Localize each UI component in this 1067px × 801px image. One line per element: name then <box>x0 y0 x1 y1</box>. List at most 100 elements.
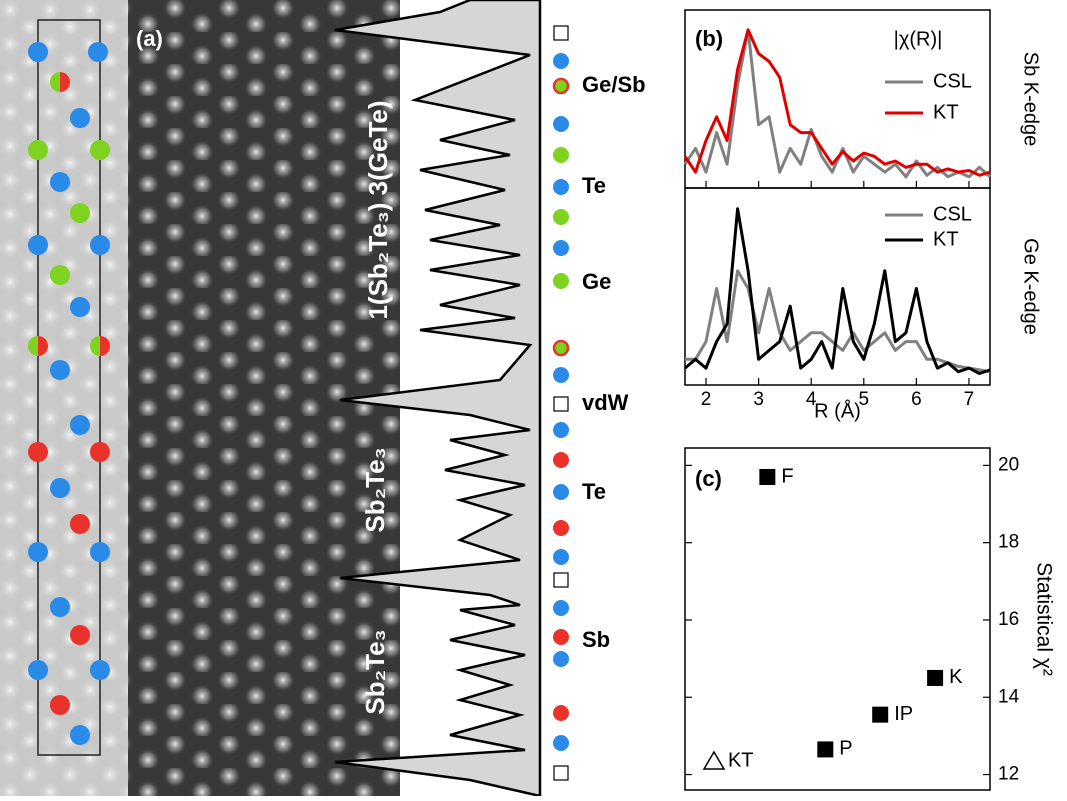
site-label: Te <box>582 173 606 198</box>
side-label: Sb K-edge <box>1020 52 1042 147</box>
mixed-atom <box>552 77 570 95</box>
mixed-atom <box>28 336 38 356</box>
atom <box>553 600 569 616</box>
y-tick-label: 14 <box>998 686 1020 707</box>
atom <box>88 42 108 62</box>
atom <box>553 520 569 536</box>
atom <box>553 116 569 132</box>
panel-a: (a) 1(Sb₂Te₃) 3(GeTe) Sb₂Te₃ Sb₂Te₃ Ge/S… <box>0 0 646 798</box>
atom <box>553 735 569 751</box>
atom <box>50 172 70 192</box>
atom <box>70 415 90 435</box>
point-label: K <box>949 666 963 688</box>
y-tick-label: 20 <box>998 454 1019 475</box>
vacancy-marker <box>553 25 569 41</box>
point-label: KT <box>728 749 754 771</box>
point-label: P <box>839 738 852 760</box>
plot-frame <box>684 447 991 791</box>
atom <box>90 235 110 255</box>
atom <box>28 660 48 680</box>
atom <box>553 705 569 721</box>
y-tick-label: 16 <box>998 609 1019 630</box>
site-label: Ge <box>582 269 611 294</box>
point-label: IP <box>894 703 913 725</box>
mixed-atom <box>50 72 60 92</box>
x-tick-label: 5 <box>859 389 870 410</box>
data-line <box>683 28 992 179</box>
overlay-image <box>0 0 128 796</box>
x-tick-label: 6 <box>911 389 922 410</box>
point <box>817 741 834 758</box>
side-label: Ge K-edge <box>1020 238 1042 335</box>
mixed-atom <box>100 336 110 356</box>
point <box>702 750 726 770</box>
layer-label: Sb₂Te₃ <box>360 447 390 532</box>
panel-label: (b) <box>695 26 723 51</box>
atom <box>90 542 110 562</box>
panel-label: (a) <box>136 26 163 51</box>
point <box>759 468 776 485</box>
atom <box>50 360 70 380</box>
point <box>872 706 889 723</box>
mixed-atom <box>90 336 100 356</box>
atom <box>553 484 569 500</box>
plot-frame <box>684 187 991 386</box>
data-line <box>684 207 991 375</box>
atom <box>70 203 90 223</box>
atom <box>90 140 110 160</box>
atom <box>553 53 569 69</box>
x-tick-label: 2 <box>701 389 712 410</box>
atom <box>553 422 569 438</box>
y-tick-label: 12 <box>998 764 1019 785</box>
panel-label: (c) <box>695 466 722 491</box>
layer-label: Sb₂Te₃ <box>360 629 390 714</box>
atom <box>90 442 110 462</box>
data-line <box>683 28 991 177</box>
x-tick-label: 7 <box>964 389 975 410</box>
layer-label: 1(Sb₂Te₃) 3(GeTe) <box>363 100 393 319</box>
atom <box>553 179 569 195</box>
mixed-atom <box>38 336 48 356</box>
legend-label: CSL <box>933 203 972 225</box>
atom <box>28 542 48 562</box>
atom <box>50 478 70 498</box>
intensity-profile <box>334 0 542 798</box>
mixed-atom <box>552 339 570 357</box>
point-label: F <box>781 465 793 487</box>
atom <box>28 442 48 462</box>
atom <box>28 235 48 255</box>
atom <box>553 367 569 383</box>
y-axis-label: Statistical χ² <box>1032 562 1055 676</box>
atom <box>553 452 569 468</box>
atom <box>50 597 70 617</box>
x-tick-label: 3 <box>753 389 764 410</box>
atom <box>28 42 48 62</box>
atom <box>70 725 90 745</box>
atom <box>70 514 90 534</box>
x-tick-label: 4 <box>806 389 817 410</box>
site-label: Ge/Sb <box>582 72 646 97</box>
x-axis-label: R (Å) <box>814 399 861 422</box>
legend-label: KT <box>933 228 959 250</box>
atom <box>70 297 90 317</box>
atom <box>90 660 110 680</box>
legend-label: KT <box>933 101 959 123</box>
atom <box>50 265 70 285</box>
site-label: Sb <box>582 627 610 652</box>
vacancy-marker <box>553 396 569 412</box>
charts: CSL KT (b) |χ(R)| Sb K-edge 2 3 4 5 6 7 CSL KT R (Å) G… <box>683 9 1055 791</box>
point <box>927 669 944 686</box>
atom <box>50 695 70 715</box>
vacancy-marker <box>553 572 569 588</box>
atoms <box>28 25 570 781</box>
atom <box>553 549 569 565</box>
atom <box>553 651 569 667</box>
atom <box>553 273 569 289</box>
atom <box>553 209 569 225</box>
vacancy-marker <box>553 765 569 781</box>
legend-label: CSL <box>933 70 972 92</box>
mixed-atom <box>60 72 70 92</box>
data-line <box>685 269 991 374</box>
chart-title: |χ(R)| <box>894 28 943 50</box>
